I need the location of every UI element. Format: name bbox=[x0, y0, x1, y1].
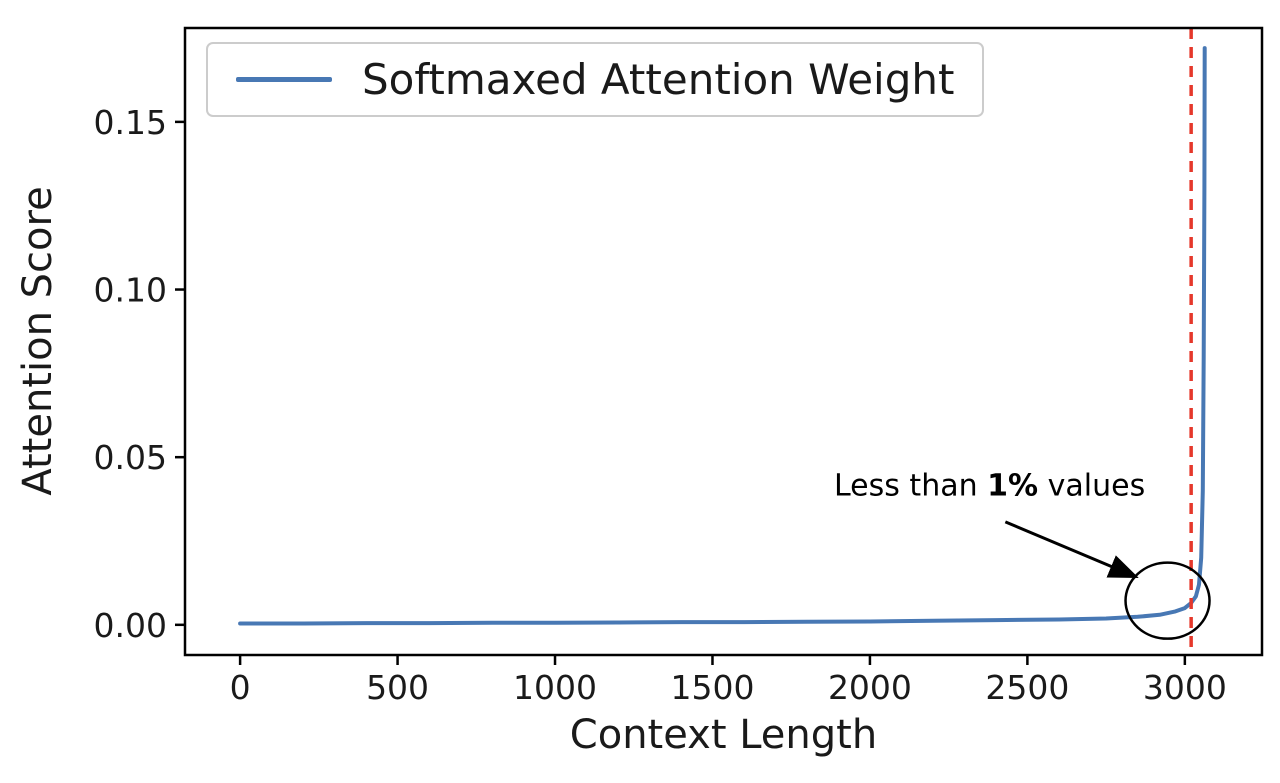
y-tick-label: 0.15 bbox=[94, 103, 167, 142]
series-line bbox=[238, 46, 1207, 626]
y-tick-label: 0.05 bbox=[94, 438, 167, 477]
legend: Softmaxed Attention Weight bbox=[206, 42, 985, 117]
annotation-circle bbox=[1124, 561, 1211, 640]
x-tick-label: 2000 bbox=[828, 668, 912, 707]
x-tick-label: 1500 bbox=[670, 668, 754, 707]
x-tick-label: 0 bbox=[230, 668, 251, 707]
annotation-text-prefix: Less than bbox=[833, 468, 988, 504]
y-tick-label: 0.00 bbox=[94, 606, 167, 645]
axes-frame bbox=[183, 26, 1264, 657]
y-axis-label: Attention Score bbox=[15, 186, 61, 496]
annotation-text-bold: 1% bbox=[987, 468, 1039, 504]
y-tick-label: 0.10 bbox=[94, 271, 167, 310]
annotation-arrow bbox=[1004, 520, 1139, 579]
x-axis-label: Context Length bbox=[569, 712, 878, 758]
x-tick-label: 2500 bbox=[985, 668, 1069, 707]
annotation-text: Less than 1% values bbox=[834, 468, 1145, 503]
annotation-text-suffix: values bbox=[1038, 468, 1146, 504]
x-tick-label: 1000 bbox=[513, 668, 597, 707]
legend-line-swatch bbox=[236, 77, 332, 82]
x-tick-label: 500 bbox=[366, 668, 429, 707]
legend-label: Softmaxed Attention Weight bbox=[362, 55, 955, 104]
x-tick-label: 3000 bbox=[1143, 668, 1227, 707]
